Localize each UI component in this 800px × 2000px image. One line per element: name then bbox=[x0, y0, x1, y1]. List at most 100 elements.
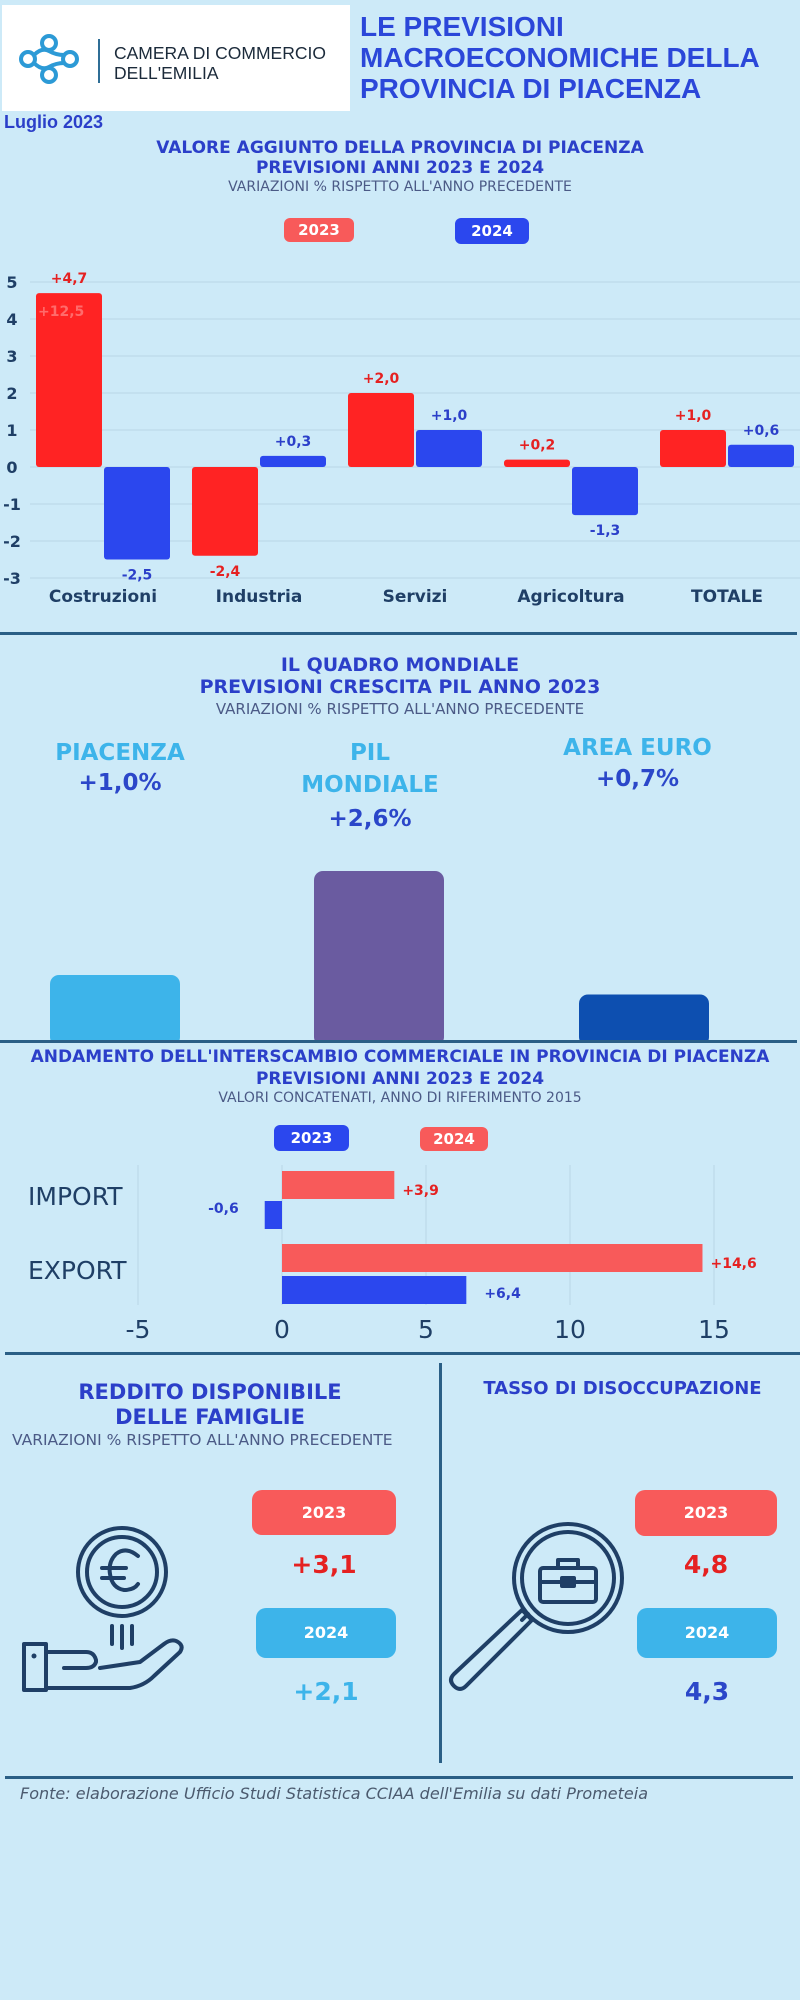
disoccupazione-2023-value: 4,8 bbox=[683, 1550, 729, 1579]
title-line3: PROVINCIA DI PIACENZA bbox=[360, 73, 702, 104]
y-tick-label: 1 bbox=[6, 421, 17, 440]
reddito-title-line1: REDDITO DISPONIBILE bbox=[78, 1380, 342, 1404]
bar-2023 bbox=[504, 459, 570, 467]
trade-chart: -5 0 5 10 15 IMPORT +3,9 -0,6 EXPORT +14,6 +6,4 bbox=[28, 1165, 757, 1344]
x-category-label: Costruzioni bbox=[49, 587, 157, 607]
x-category-label: Servizi bbox=[383, 587, 448, 607]
x-tick-label: 10 bbox=[554, 1315, 586, 1344]
area-euro-value: +0,7% bbox=[595, 766, 680, 792]
bar-2024 bbox=[282, 1244, 703, 1272]
reddito-2024-badge: 2024 bbox=[256, 1608, 396, 1658]
data-label: -0,6 bbox=[208, 1201, 239, 1217]
y-tick-label: 4 bbox=[6, 310, 17, 329]
y-tick-label: 0 bbox=[6, 458, 17, 477]
section-divider-1 bbox=[0, 632, 797, 635]
disoccupazione-2024-value: 4,3 bbox=[684, 1677, 730, 1706]
x-category-label: TOTALE bbox=[691, 587, 763, 607]
section1-title: VALORE AGGIUNTO DELLA PROVINCIA DI PIACE… bbox=[0, 138, 800, 178]
data-label: -2,5 bbox=[122, 568, 153, 584]
magnifier-briefcase-icon bbox=[449, 1522, 624, 1691]
title-line1: LE PREVISIONI bbox=[360, 11, 564, 42]
bar-2024 bbox=[416, 430, 482, 467]
section-divider-3 bbox=[5, 1352, 800, 1355]
y-tick-label: 2 bbox=[6, 384, 17, 403]
x-category-label: Industria bbox=[216, 587, 303, 607]
x-category-label: Agricoltura bbox=[517, 587, 624, 607]
trade-legend-2023: 2023 bbox=[274, 1125, 349, 1151]
title-line2: MACROECONOMICHE DELLA bbox=[360, 42, 760, 73]
bar-2024 bbox=[728, 444, 794, 467]
data-label: -2,4 bbox=[210, 564, 241, 580]
data-label: +0,2 bbox=[519, 438, 556, 454]
logo-name: CAMERA DI COMMERCIO DELL'EMILIA bbox=[114, 43, 326, 83]
y-tick-label: -2 bbox=[3, 532, 21, 551]
logo-line1: CAMERA DI COMMERCIO bbox=[114, 43, 326, 63]
reddito-2023-badge: 2023 bbox=[252, 1490, 396, 1535]
disoccupazione-2024-badge: 2024 bbox=[637, 1608, 777, 1658]
data-label: +6,4 bbox=[484, 1286, 521, 1302]
data-label: -1,3 bbox=[590, 523, 621, 539]
bar-2023 bbox=[192, 467, 258, 556]
reddito-2024-value: +2,1 bbox=[293, 1677, 359, 1706]
source-note: Fonte: elaborazione Ufficio Studi Statis… bbox=[20, 1784, 649, 1803]
report-date: Luglio 2023 bbox=[4, 112, 104, 132]
y-tick-label: -3 bbox=[3, 569, 21, 588]
x-tick-label: -5 bbox=[126, 1315, 151, 1344]
footer-divider bbox=[5, 1776, 793, 1779]
gdp-bar-1 bbox=[50, 975, 180, 1040]
disoccupazione-title: TASSO DI DISOCCUPAZIONE bbox=[483, 1378, 762, 1399]
x-tick-label: 0 bbox=[274, 1315, 290, 1344]
section3-subtitle: VALORI CONCATENATI, ANNO DI RIFERIMENTO … bbox=[218, 1090, 582, 1106]
camera-commercio-logo-icon bbox=[19, 34, 79, 84]
value-added-chart: 5 4 3 2 1 0 -1 -2 -3 +4,7 -2,5 Costruzioni -2,4 +0,3 I… bbox=[3, 271, 800, 607]
legend-2024: 2024 bbox=[455, 218, 529, 244]
bar-2024 bbox=[282, 1171, 395, 1199]
x-tick-label: 15 bbox=[698, 1315, 730, 1344]
section1-title-line1: VALORE AGGIUNTO DELLA PROVINCIA DI PIACE… bbox=[156, 138, 644, 158]
section3-title-line1: ANDAMENTO DELL'INTERSCAMBIO COMMERCIALE … bbox=[30, 1047, 770, 1067]
logo-line2: DELL'EMILIA bbox=[114, 63, 219, 83]
faint-label: +12,5 bbox=[38, 304, 84, 320]
logo-box: CAMERA DI COMMERCIO DELL'EMILIA bbox=[2, 5, 350, 111]
page-title: LE PREVISIONI MACROECONOMICHE DELLA PROV… bbox=[360, 11, 795, 104]
section-divider-2 bbox=[0, 1040, 797, 1043]
world-gdp-chart bbox=[50, 871, 709, 1040]
data-label: +2,0 bbox=[363, 371, 400, 387]
bar-2023 bbox=[348, 393, 414, 467]
y-tick-label: 3 bbox=[6, 347, 17, 366]
section3-title: ANDAMENTO DELL'INTERSCAMBIO COMMERCIALE … bbox=[0, 1046, 800, 1090]
section2-subtitle: VARIAZIONI % RISPETTO ALL'ANNO PRECEDENT… bbox=[215, 700, 585, 718]
pil-mondiale-label: PIL MONDIALE bbox=[290, 737, 450, 801]
bar-2023 bbox=[282, 1276, 467, 1304]
y-tick-label: 5 bbox=[6, 273, 17, 292]
piacenza-value: +1,0% bbox=[78, 770, 162, 796]
logo-divider bbox=[98, 39, 100, 83]
x-tick-label: 5 bbox=[418, 1315, 434, 1344]
section2-title-line2: PREVISIONI CRESCITA PIL ANNO 2023 bbox=[199, 676, 601, 698]
section2-title-line1: IL QUADRO MONDIALE bbox=[280, 654, 520, 676]
section2-title: IL QUADRO MONDIALE PREVISIONI CRESCITA P… bbox=[0, 654, 800, 698]
bar-2024 bbox=[260, 455, 326, 467]
data-label: +4,7 bbox=[51, 271, 88, 287]
section1-subtitle: VARIAZIONI % RISPETTO ALL'ANNO PRECEDENT… bbox=[228, 179, 572, 195]
gdp-bar-2 bbox=[314, 871, 444, 1040]
data-label: +14,6 bbox=[710, 1256, 756, 1272]
bar-2023 bbox=[36, 293, 102, 467]
bar-2023 bbox=[264, 1201, 282, 1229]
data-label: +1,0 bbox=[675, 408, 712, 424]
pil-label-line2: MONDIALE bbox=[301, 772, 439, 798]
section4-vertical-divider bbox=[439, 1363, 442, 1763]
pil-label-line1: PIL bbox=[349, 740, 391, 766]
pil-mondiale-value: +2,6% bbox=[328, 806, 412, 832]
trade-legend-2024: 2024 bbox=[420, 1127, 488, 1151]
disoccupazione-2023-badge: 2023 bbox=[635, 1490, 777, 1536]
bar-2024 bbox=[104, 467, 170, 560]
bar-2024 bbox=[572, 467, 638, 516]
data-label: +1,0 bbox=[431, 408, 468, 424]
y-category-label: IMPORT bbox=[28, 1182, 123, 1211]
data-label: +3,9 bbox=[402, 1183, 439, 1199]
gdp-bar-3 bbox=[579, 994, 709, 1040]
y-tick-label: -1 bbox=[3, 495, 21, 514]
section3-title-line2: PREVISIONI ANNI 2023 E 2024 bbox=[255, 1069, 545, 1089]
reddito-2023-value: +3,1 bbox=[291, 1550, 357, 1579]
